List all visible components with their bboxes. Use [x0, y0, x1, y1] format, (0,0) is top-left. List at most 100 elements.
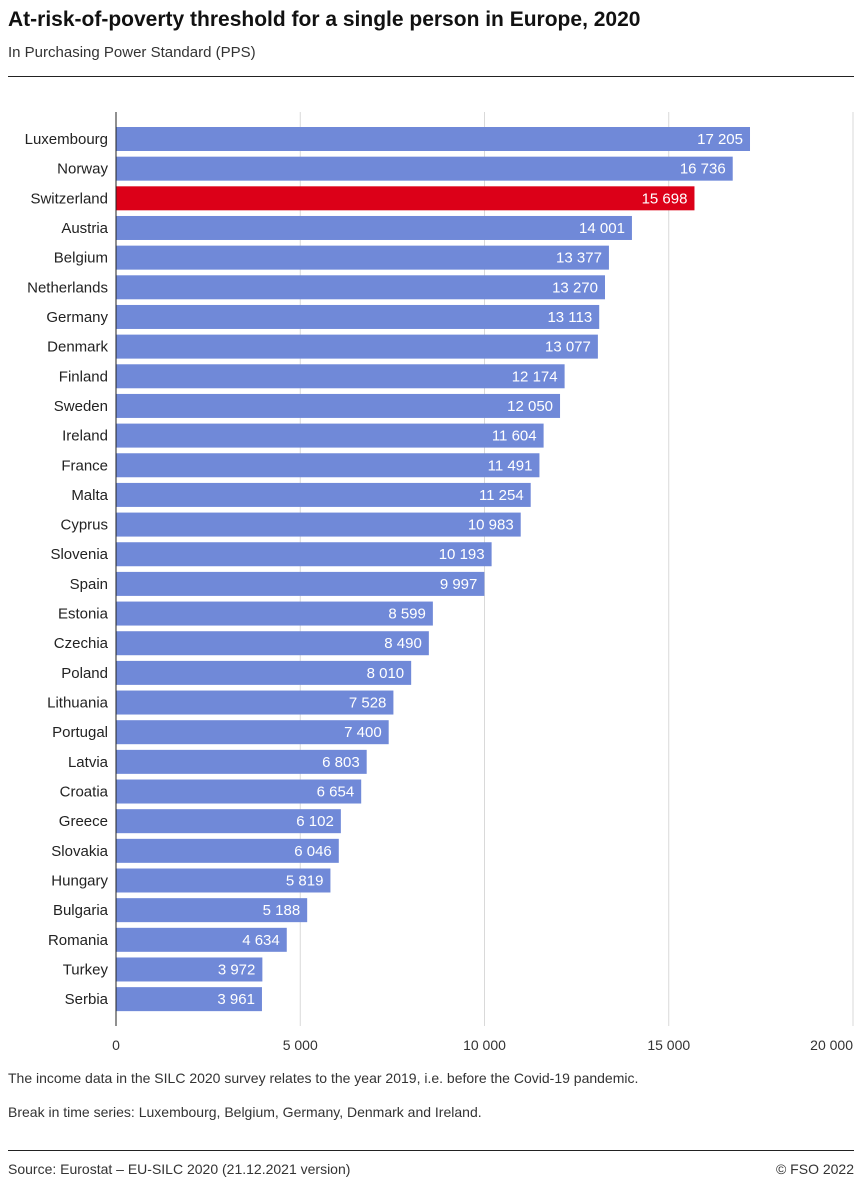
- category-label: Hungary: [51, 873, 108, 890]
- bar-poland: [116, 660, 412, 685]
- bar-bulgaria: [116, 898, 308, 923]
- data-label: 11 491: [488, 457, 533, 474]
- bar-denmark: [116, 334, 598, 359]
- bar-turkey: [116, 957, 263, 982]
- data-label: 11 254: [479, 487, 524, 504]
- category-label: Malta: [71, 487, 108, 504]
- category-label: Finland: [59, 368, 108, 385]
- category-label: Poland: [61, 665, 108, 682]
- top-divider: [8, 76, 854, 77]
- bar-cyprus: [116, 512, 521, 537]
- data-label: 13 270: [552, 279, 598, 296]
- chart-subtitle: In Purchasing Power Standard (PPS): [8, 44, 256, 61]
- category-label: Lithuania: [47, 695, 109, 712]
- bar-latvia: [116, 749, 367, 774]
- x-tick-label: 0: [112, 1037, 120, 1053]
- data-label: 7 528: [349, 695, 387, 712]
- chart-title: At-risk-of-poverty threshold for a singl…: [8, 8, 641, 31]
- category-label: Croatia: [60, 784, 109, 801]
- bar-belgium: [116, 245, 609, 270]
- bar-estonia: [116, 601, 433, 626]
- bar-greece: [116, 809, 341, 834]
- bar-hungary: [116, 868, 331, 893]
- data-label: 11 604: [492, 428, 537, 445]
- data-label: 5 819: [286, 873, 324, 890]
- note-covid: The income data in the SILC 2020 survey …: [8, 1070, 639, 1086]
- data-label: 17 205: [697, 131, 743, 148]
- category-label: Germany: [46, 309, 108, 326]
- note-break: Break in time series: Luxembourg, Belgiu…: [8, 1104, 482, 1120]
- data-label: 12 174: [512, 368, 558, 385]
- data-label: 13 113: [547, 309, 592, 326]
- category-label: Cyprus: [60, 517, 108, 534]
- data-label: 10 193: [439, 546, 485, 563]
- data-label: 16 736: [680, 161, 726, 178]
- category-label: Portugal: [52, 724, 108, 741]
- category-label: Austria: [61, 220, 108, 237]
- data-label: 8 010: [367, 665, 405, 682]
- bar-malta: [116, 482, 531, 507]
- bar-portugal: [116, 720, 389, 745]
- data-label: 6 654: [317, 784, 355, 801]
- category-label: Czechia: [54, 635, 109, 652]
- data-label: 8 490: [384, 635, 422, 652]
- data-label: 6 102: [296, 813, 334, 830]
- category-label: Norway: [57, 161, 108, 178]
- x-tick-label: 15 000: [647, 1037, 690, 1053]
- data-label: 6 046: [294, 843, 332, 860]
- bar-czechia: [116, 631, 429, 656]
- data-label: 4 634: [242, 932, 280, 949]
- data-label: 13 377: [556, 250, 602, 267]
- data-label: 14 001: [579, 220, 625, 237]
- data-label: 13 077: [545, 339, 591, 356]
- data-label: 9 997: [440, 576, 478, 593]
- bar-germany: [116, 304, 600, 329]
- category-label: Greece: [59, 813, 108, 830]
- source: Source: Eurostat – EU-SILC 2020 (21.12.2…: [8, 1161, 351, 1177]
- bar-romania: [116, 927, 287, 952]
- category-label: Spain: [70, 576, 108, 593]
- bar-spain: [116, 571, 485, 596]
- bar-france: [116, 453, 540, 478]
- bar-chart: 0 5 000 10 000 15 000 20 000 Luxembourg 17 205…: [25, 112, 854, 1053]
- category-label: Slovakia: [51, 843, 108, 860]
- bar-finland: [116, 364, 565, 389]
- data-label: 5 188: [263, 902, 301, 919]
- category-label: Turkey: [63, 961, 109, 978]
- category-label: Bulgaria: [53, 902, 109, 919]
- category-label: Ireland: [62, 428, 108, 445]
- bar-slovakia: [116, 838, 339, 863]
- bar-luxembourg: [116, 127, 751, 151]
- category-label: Serbia: [65, 991, 109, 1008]
- data-label: 10 983: [468, 517, 514, 534]
- bar-sweden: [116, 393, 561, 418]
- bar-netherlands: [116, 275, 605, 300]
- data-label: 3 961: [217, 991, 255, 1008]
- category-label: Luxembourg: [25, 131, 108, 148]
- copyright: © FSO 2022: [775, 1161, 854, 1177]
- x-tick-label: 5 000: [283, 1037, 318, 1053]
- category-label: Slovenia: [50, 546, 108, 563]
- x-tick-label: 20 000: [810, 1037, 853, 1053]
- category-label: Belgium: [54, 250, 108, 267]
- bar-switzerland: [116, 186, 695, 211]
- x-tick-label: 10 000: [463, 1037, 506, 1053]
- bar-norway: [116, 156, 733, 181]
- bar-slovenia: [116, 542, 492, 567]
- category-label: Sweden: [54, 398, 108, 415]
- bar-lithuania: [116, 690, 394, 715]
- category-label: Switzerland: [30, 190, 108, 207]
- category-label: Estonia: [58, 606, 109, 623]
- bar-austria: [116, 215, 632, 240]
- bar-serbia: [116, 987, 262, 1012]
- data-label: 8 599: [388, 606, 426, 623]
- bar-ireland: [116, 423, 544, 448]
- data-label: 6 803: [322, 754, 360, 771]
- category-label: Netherlands: [27, 279, 108, 296]
- data-label: 7 400: [344, 724, 382, 741]
- data-label: 12 050: [507, 398, 553, 415]
- data-label: 3 972: [218, 961, 256, 978]
- category-label: Latvia: [68, 754, 109, 771]
- bottom-divider: [8, 1150, 854, 1151]
